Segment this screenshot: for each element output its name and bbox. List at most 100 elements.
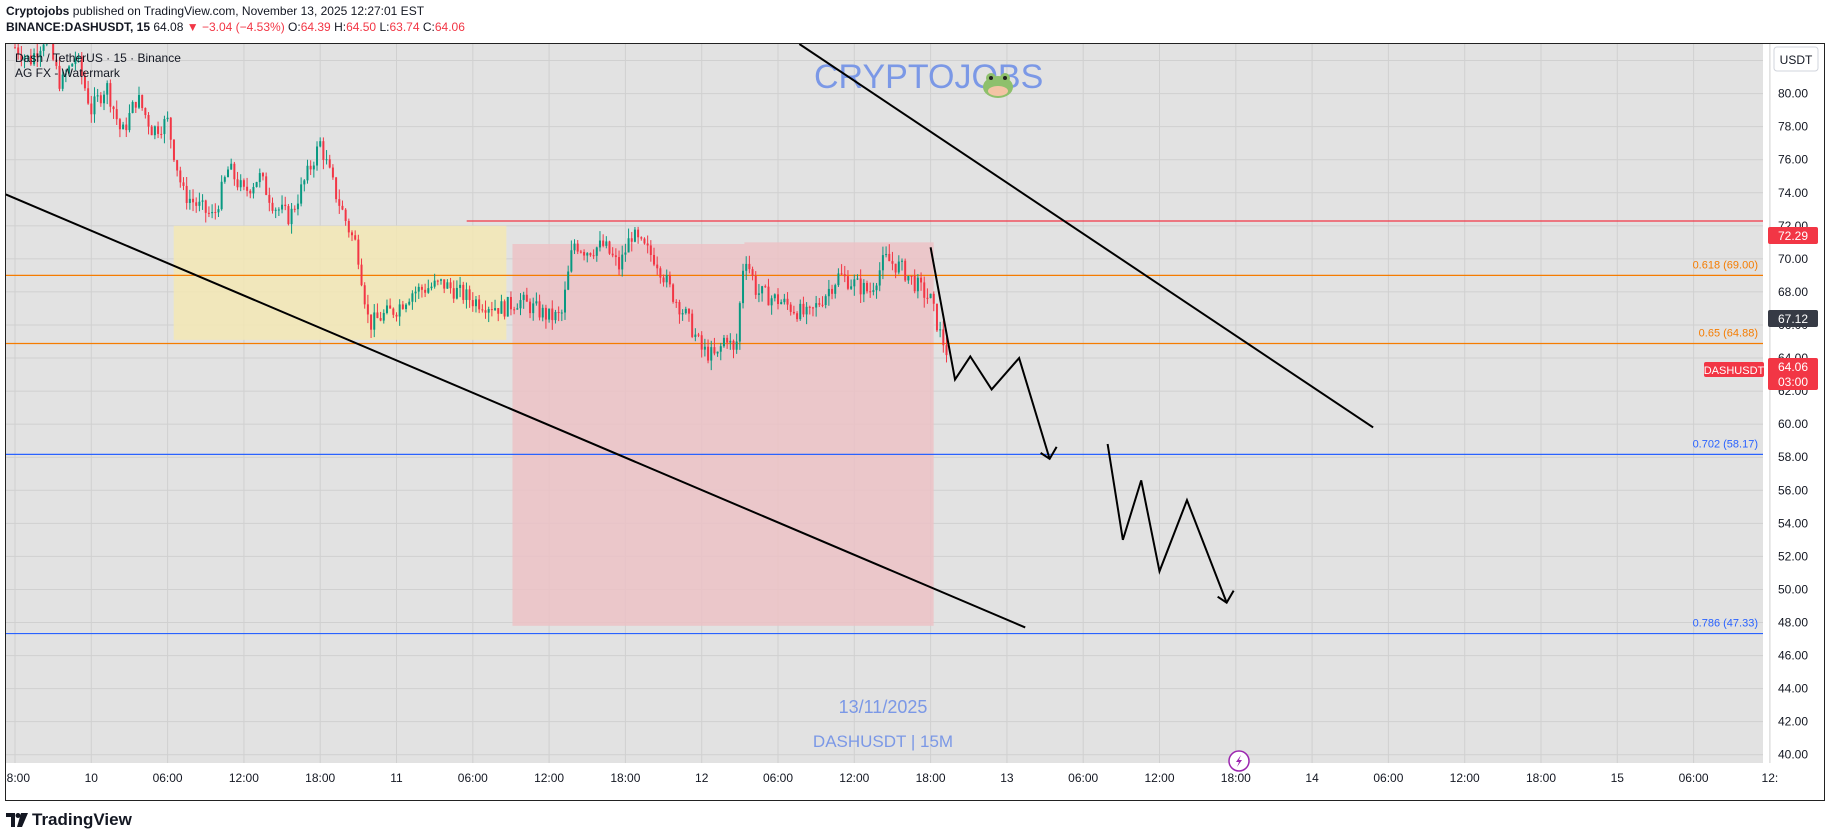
high-value: 64.50 bbox=[346, 20, 377, 34]
candle-body bbox=[633, 229, 636, 242]
candle-body bbox=[840, 273, 843, 275]
candle-body bbox=[929, 293, 932, 299]
currency-button-label[interactable]: USDT bbox=[1780, 53, 1813, 67]
price-chart[interactable]: CRYPTOJOBS 13/11/2025 DASHUSDT | 15M 0.6… bbox=[6, 44, 1824, 800]
candle-body bbox=[932, 293, 935, 304]
candle-body bbox=[761, 286, 764, 294]
candle-body bbox=[335, 177, 338, 200]
candle-body bbox=[805, 306, 808, 315]
footer: TradingView bbox=[6, 808, 132, 832]
candle-body bbox=[643, 238, 646, 244]
candle-body bbox=[284, 204, 287, 207]
candle-body bbox=[306, 165, 309, 181]
candle-body bbox=[99, 95, 102, 104]
candle-body bbox=[217, 209, 220, 213]
candle-body bbox=[176, 160, 179, 171]
candle-body bbox=[935, 303, 938, 331]
candle-body bbox=[570, 250, 573, 272]
candle-body bbox=[14, 47, 16, 49]
candle-body bbox=[128, 112, 131, 131]
candle-body bbox=[490, 309, 493, 311]
x-tick-label: 13 bbox=[1000, 771, 1014, 785]
publisher-name[interactable]: Cryptojobs bbox=[6, 4, 70, 18]
candle-body bbox=[440, 279, 443, 281]
currency-button[interactable]: USDT bbox=[1773, 46, 1819, 72]
candle-body bbox=[694, 334, 697, 337]
candle-body bbox=[640, 237, 643, 239]
candle-body bbox=[26, 55, 29, 58]
candle-body bbox=[338, 199, 341, 206]
watermark-ticker: DASHUSDT | 15M bbox=[813, 732, 953, 751]
candle-body bbox=[141, 95, 144, 109]
candle-body bbox=[64, 73, 67, 75]
x-tick-label: 06:00 bbox=[763, 771, 793, 785]
arrow-head-icon bbox=[1040, 446, 1058, 461]
candle-body bbox=[821, 304, 824, 306]
candle-body bbox=[563, 289, 566, 313]
candle-body bbox=[172, 139, 175, 161]
candle-body bbox=[818, 303, 821, 305]
candle-body bbox=[792, 311, 795, 314]
candle-body bbox=[513, 309, 516, 311]
x-tick-label: 18:00 bbox=[1221, 771, 1251, 785]
zone-target_zone bbox=[512, 243, 934, 626]
x-tick-label: 18:00 bbox=[1526, 771, 1556, 785]
y-tick-label: 52.00 bbox=[1778, 549, 1808, 563]
candle-body bbox=[436, 280, 439, 282]
time-axis[interactable]: 18:00 10 06:00 12:00 18:00 11 06:00 12:00 18:00 1… bbox=[6, 771, 1778, 785]
candle-body bbox=[268, 194, 271, 203]
candle-body bbox=[675, 301, 678, 303]
frog-icon bbox=[983, 73, 1013, 98]
candle-body bbox=[465, 289, 468, 300]
candle-body bbox=[277, 209, 280, 211]
candle-body bbox=[913, 275, 916, 292]
candle-body bbox=[322, 141, 325, 161]
trendlines[interactable] bbox=[6, 44, 1374, 629]
candle-body bbox=[61, 74, 64, 89]
projection-path-1 bbox=[929, 247, 1051, 460]
footer-brand[interactable]: TradingView bbox=[32, 810, 132, 829]
candle-body bbox=[325, 159, 328, 161]
candle-body bbox=[573, 243, 576, 251]
candle-body bbox=[824, 296, 827, 306]
candle-body bbox=[735, 341, 738, 350]
candle-body bbox=[722, 337, 725, 347]
candle-body bbox=[532, 303, 535, 314]
candle-body bbox=[831, 288, 834, 294]
candle-body bbox=[405, 304, 408, 310]
candle-body bbox=[42, 44, 45, 51]
candle-body bbox=[942, 329, 945, 346]
candle-body bbox=[846, 276, 849, 289]
candle-body bbox=[605, 241, 608, 246]
x-tick-label: 15 bbox=[1611, 771, 1625, 785]
candle-body bbox=[926, 297, 929, 299]
candle-body bbox=[71, 63, 74, 67]
candle-body bbox=[287, 206, 290, 225]
x-tick-label: 18:00 bbox=[6, 771, 30, 785]
candle-body bbox=[783, 298, 786, 303]
level-label-0.702: 0.702 (58.17) bbox=[1693, 438, 1758, 450]
fib-levels: 0.618 (69.00) 0.65 (64.88) 0.702 (58.17) 0.… bbox=[6, 220, 1763, 635]
candle-body bbox=[786, 298, 789, 305]
candle-body bbox=[910, 275, 913, 277]
candle-body bbox=[627, 238, 630, 253]
candle-body bbox=[618, 257, 621, 270]
candle-body bbox=[236, 179, 239, 188]
lightning-icon[interactable] bbox=[1228, 750, 1250, 772]
candle-body bbox=[691, 313, 694, 337]
candle-body bbox=[535, 301, 538, 304]
candle-body bbox=[427, 288, 430, 293]
candle-body bbox=[923, 282, 926, 298]
projection-arrows[interactable] bbox=[929, 247, 1235, 605]
candle-body bbox=[87, 88, 90, 104]
x-tick-label: 18:00 bbox=[305, 771, 335, 785]
candle-body bbox=[68, 66, 71, 74]
candle-body bbox=[719, 346, 722, 352]
prev-close-value: 67.12 bbox=[1778, 312, 1808, 326]
price-axis-background bbox=[1763, 44, 1824, 800]
candle-body bbox=[398, 304, 401, 317]
chart-frame[interactable]: CRYPTOJOBS 13/11/2025 DASHUSDT | 15M 0.6… bbox=[5, 43, 1825, 801]
candle-body bbox=[166, 117, 169, 120]
x-tick-label: 14 bbox=[1305, 771, 1319, 785]
candle-body bbox=[452, 288, 455, 299]
